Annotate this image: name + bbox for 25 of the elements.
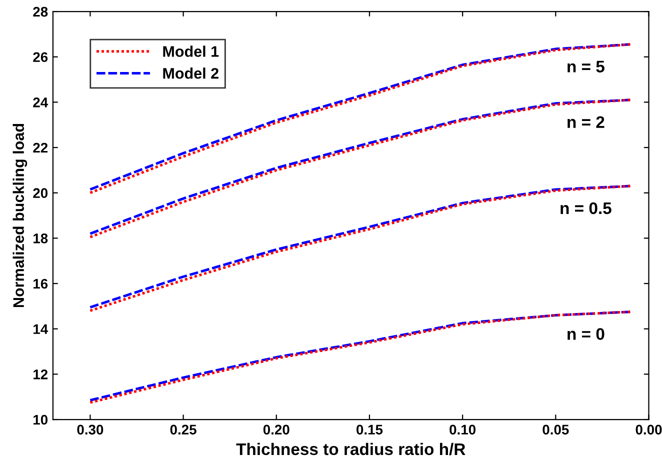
y-tick-label: 18 (34, 234, 48, 244)
x-tick-label: 0.00 (636, 424, 662, 435)
y-tick-label: 26 (33, 52, 48, 62)
legend-label: Model 2 (163, 68, 218, 79)
annotation: n = 0.5 (560, 202, 612, 214)
x-tick-label: 0.10 (450, 424, 476, 435)
x-axis-title: Thichness to radius ratio h/R (236, 442, 466, 456)
x-tick-label: 0.20 (263, 424, 290, 435)
annotation: n = 0 (568, 328, 604, 340)
x-tick-label: 0.05 (542, 424, 569, 435)
y-tick-label: 12 (34, 370, 48, 380)
annotation: n = 2 (568, 116, 604, 128)
y-tick-label: 24 (33, 98, 48, 108)
y-tick-label: 16 (34, 278, 48, 289)
y-tick-label: 28 (33, 6, 48, 17)
x-tick-label: 0.30 (77, 424, 104, 435)
x-tick-label: 0.15 (356, 424, 383, 435)
y-tick-label: 22 (33, 142, 48, 153)
y-tick-label: 14 (34, 324, 48, 334)
y-tick-label: 20 (33, 188, 48, 198)
x-tick-label: 0.25 (170, 424, 196, 435)
y-tick-label: 10 (34, 414, 48, 425)
annotation: n = 5 (568, 60, 604, 72)
legend-label: Model 1 (163, 46, 219, 57)
y-axis-title: Normalized buckling load (12, 124, 28, 308)
